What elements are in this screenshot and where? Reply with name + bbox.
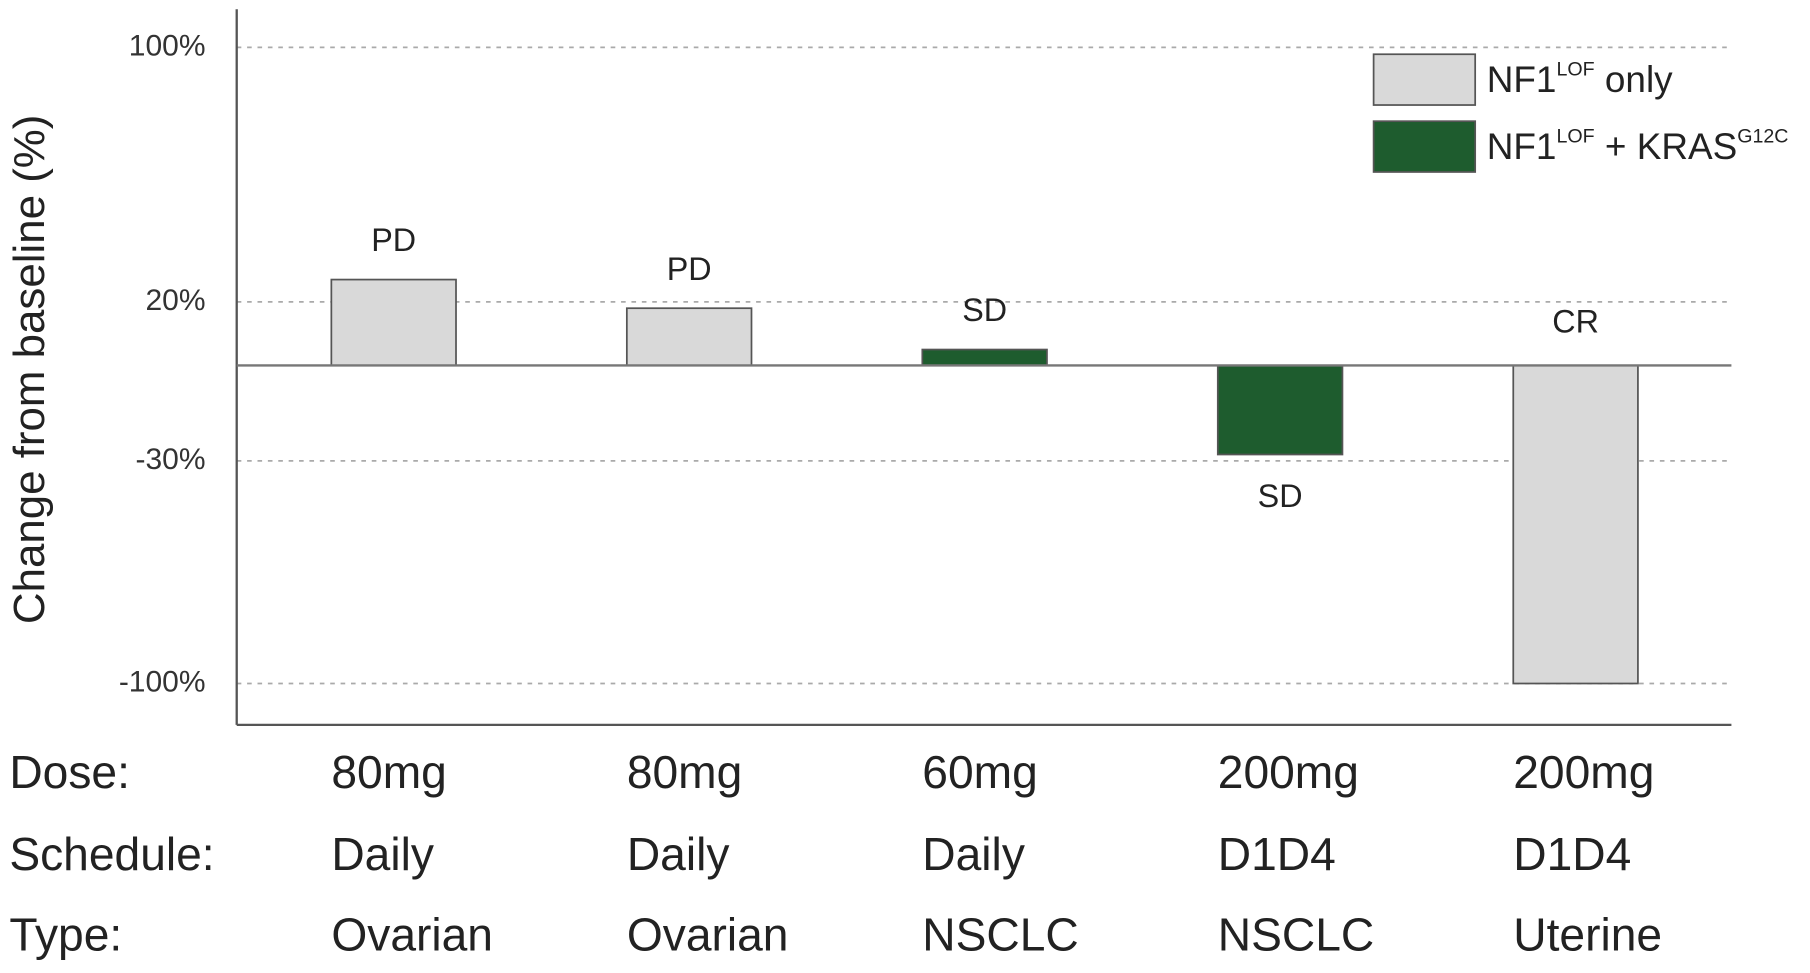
- table-cell: Ovarian: [331, 909, 493, 961]
- table-cell: 200mg: [1513, 746, 1654, 798]
- legend-superscript: LOF: [1556, 59, 1594, 81]
- response-label: SD: [962, 292, 1007, 328]
- response-label: PD: [371, 222, 416, 258]
- table-row-label: Schedule:: [9, 828, 214, 880]
- table-row-label: Dose:: [9, 746, 130, 798]
- table-cell: 200mg: [1218, 746, 1359, 798]
- bar: [921, 348, 1048, 367]
- response-label: SD: [1258, 478, 1303, 514]
- bar: [625, 307, 753, 367]
- table-cell: Daily: [627, 828, 730, 880]
- legend-label: NF1LOF + KRASG12C: [1487, 126, 1789, 167]
- legend-text: + KRAS: [1595, 126, 1738, 167]
- table-cell: D1D4: [1218, 828, 1336, 880]
- table-cell: Ovarian: [627, 909, 789, 961]
- legend-superscript: G12C: [1737, 126, 1788, 148]
- legend-text: NF1: [1487, 126, 1557, 167]
- table-cell: Uterine: [1513, 909, 1662, 961]
- bar: [1216, 364, 1344, 456]
- y-axis-title: Change from baseline (%): [5, 115, 54, 625]
- table-cell: Daily: [922, 828, 1025, 880]
- legend-superscript: LOF: [1556, 126, 1594, 148]
- legend-swatch: [1372, 120, 1477, 173]
- response-label: CR: [1552, 303, 1599, 339]
- y-tick-label: -100%: [119, 665, 206, 698]
- table-cell: NSCLC: [922, 909, 1078, 961]
- bar: [330, 278, 457, 367]
- table-cell: NSCLC: [1218, 909, 1374, 961]
- legend-text: NF1: [1487, 59, 1557, 100]
- table-row-label: Type:: [9, 909, 122, 961]
- legend-swatch: [1372, 53, 1477, 106]
- response-label: PD: [667, 251, 712, 287]
- table-cell: 60mg: [922, 746, 1037, 798]
- y-tick-label: 100%: [129, 29, 206, 62]
- table-cell: 80mg: [627, 746, 742, 798]
- y-tick-label: -30%: [136, 443, 206, 476]
- legend-text: only: [1595, 59, 1674, 100]
- table-cell: Daily: [331, 828, 434, 880]
- y-tick-label: 20%: [146, 284, 206, 317]
- legend-label: NF1LOF only: [1487, 59, 1673, 100]
- table-cell: 80mg: [331, 746, 446, 798]
- bar: [1512, 364, 1639, 685]
- table-cell: D1D4: [1513, 828, 1631, 880]
